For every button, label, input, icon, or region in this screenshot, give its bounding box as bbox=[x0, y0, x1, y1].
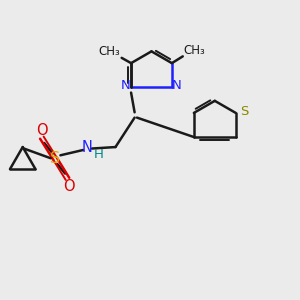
Text: O: O bbox=[63, 179, 75, 194]
Text: CH₃: CH₃ bbox=[184, 44, 206, 57]
Text: N: N bbox=[171, 79, 181, 92]
Text: H: H bbox=[94, 148, 103, 161]
Text: S: S bbox=[240, 105, 248, 118]
Text: N: N bbox=[121, 79, 130, 92]
Text: CH₃: CH₃ bbox=[98, 45, 120, 58]
Text: S: S bbox=[50, 151, 60, 166]
Text: N: N bbox=[82, 140, 93, 154]
Text: O: O bbox=[36, 123, 48, 138]
